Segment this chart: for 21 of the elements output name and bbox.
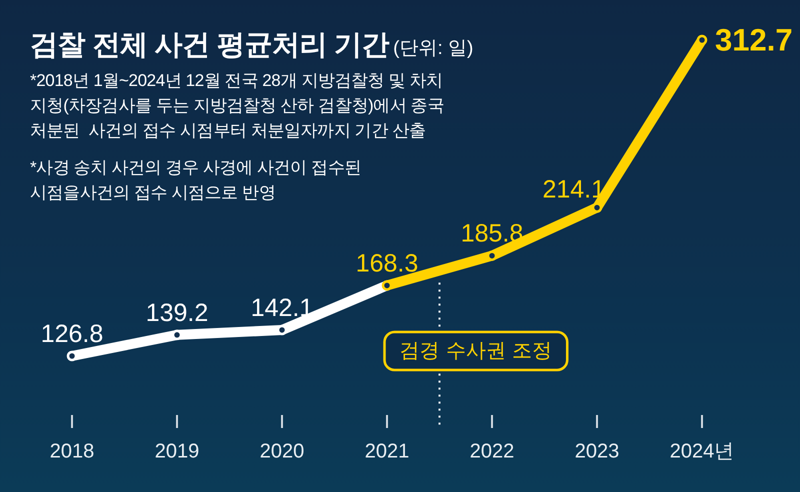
- chart-subtitle: (단위: 일): [393, 38, 474, 59]
- x-tick-label: 2020: [260, 440, 304, 463]
- data-label: 139.2: [146, 298, 208, 327]
- x-tick-label: 2019: [154, 440, 200, 463]
- chart-title: 검찰 전체 사건 평균처리 기간: [30, 29, 390, 60]
- data-label: 126.8: [40, 320, 104, 348]
- x-tick-label: 2021: [364, 440, 410, 463]
- annotation: *2018년 1월~2024년 12월 전국 28개 지방검찰청 및 차치 지청(차장검사를 두는 지방검찰청 산하 검찰청)에서 종국 처분된 사건의 접수 시점부터 처분일자까지 기간 산출: [30, 70, 445, 142]
- data-label: 142.1: [250, 294, 314, 322]
- data-label: 168.3: [356, 249, 418, 278]
- data-label: 214.1: [542, 176, 605, 204]
- x-tick-label: 2024년: [670, 440, 734, 463]
- annotation: *사경 송치 사건의 경우 사경에 사건이 접수된 시점을사건의 접수 시점으로 반영: [30, 157, 362, 204]
- data-label: 312.7: [715, 22, 793, 58]
- point: [696, 34, 708, 46]
- point: [592, 202, 602, 213]
- data-label: 185.8: [460, 220, 524, 248]
- x-tick-label: 2018: [50, 440, 94, 463]
- x-tick-label: 2023: [574, 440, 620, 463]
- x-tick-label: 2022: [470, 440, 514, 463]
- ref-line-label: 검경 수사권 조정: [400, 338, 552, 362]
